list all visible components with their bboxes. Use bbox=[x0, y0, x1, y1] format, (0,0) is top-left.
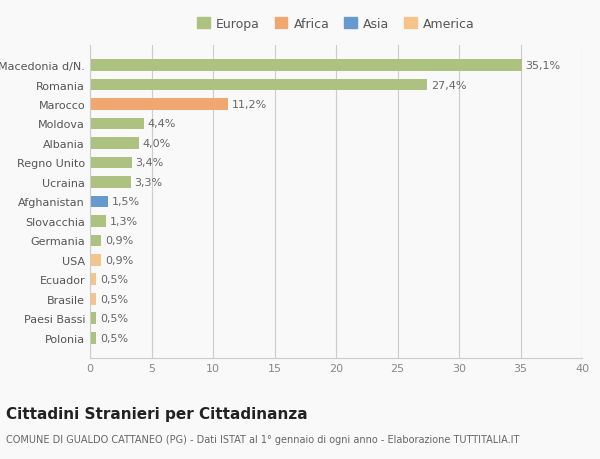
Text: 11,2%: 11,2% bbox=[232, 100, 267, 110]
Bar bbox=[90, 254, 101, 266]
Text: 1,3%: 1,3% bbox=[110, 216, 138, 226]
Text: 3,3%: 3,3% bbox=[134, 178, 163, 188]
Bar bbox=[90, 196, 109, 208]
Text: 0,9%: 0,9% bbox=[105, 236, 133, 246]
Bar bbox=[90, 79, 427, 91]
Bar bbox=[90, 274, 96, 285]
Bar bbox=[90, 313, 96, 325]
Legend: Europa, Africa, Asia, America: Europa, Africa, Asia, America bbox=[194, 16, 478, 34]
Text: Cittadini Stranieri per Cittadinanza: Cittadini Stranieri per Cittadinanza bbox=[6, 406, 308, 421]
Text: 0,9%: 0,9% bbox=[105, 255, 133, 265]
Text: 0,5%: 0,5% bbox=[100, 294, 128, 304]
Bar bbox=[90, 157, 132, 169]
Bar bbox=[90, 235, 101, 246]
Text: COMUNE DI GUALDO CATTANEO (PG) - Dati ISTAT al 1° gennaio di ogni anno - Elabora: COMUNE DI GUALDO CATTANEO (PG) - Dati IS… bbox=[6, 434, 520, 444]
Text: 4,4%: 4,4% bbox=[148, 119, 176, 129]
Bar bbox=[90, 118, 144, 130]
Text: 1,5%: 1,5% bbox=[112, 197, 140, 207]
Bar bbox=[90, 293, 96, 305]
Text: 0,5%: 0,5% bbox=[100, 274, 128, 285]
Bar bbox=[90, 60, 522, 72]
Text: 4,0%: 4,0% bbox=[143, 139, 171, 149]
Bar bbox=[90, 216, 106, 227]
Text: 27,4%: 27,4% bbox=[431, 80, 466, 90]
Text: 3,4%: 3,4% bbox=[136, 158, 164, 168]
Bar bbox=[90, 177, 131, 188]
Bar bbox=[90, 332, 96, 344]
Text: 35,1%: 35,1% bbox=[526, 61, 560, 71]
Bar bbox=[90, 138, 139, 150]
Text: 0,5%: 0,5% bbox=[100, 313, 128, 324]
Bar bbox=[90, 99, 228, 111]
Text: 0,5%: 0,5% bbox=[100, 333, 128, 343]
